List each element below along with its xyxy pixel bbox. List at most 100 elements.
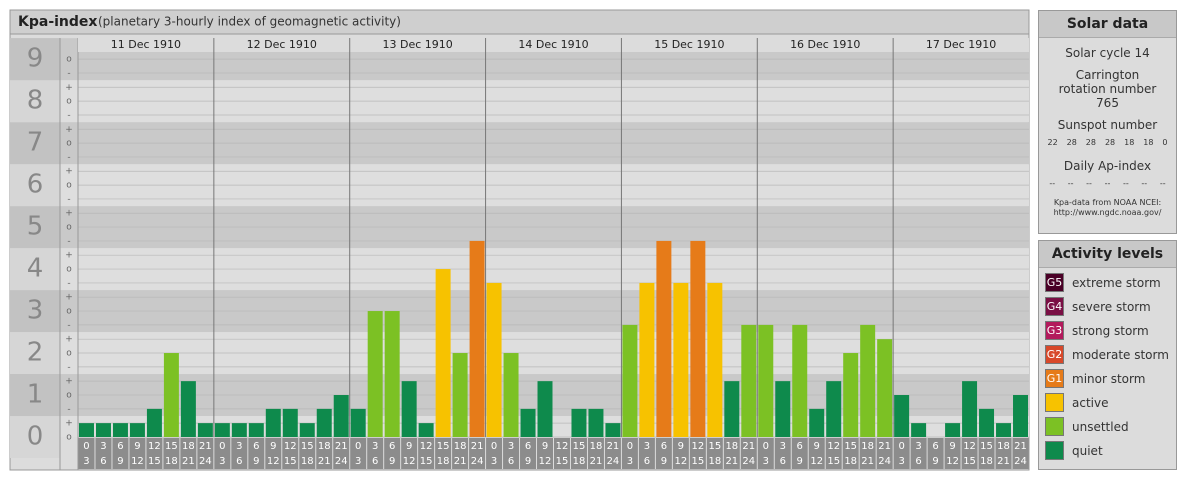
level-swatch (1045, 417, 1064, 436)
panel-title: Solar data (1039, 11, 1176, 38)
hour-cell (214, 438, 231, 469)
hour-end: 24 (335, 456, 348, 467)
hour-end: 18 (437, 456, 450, 467)
y-minor-label: o (66, 181, 72, 191)
hour-end: 9 (117, 456, 123, 467)
hour-end: 24 (471, 456, 484, 467)
chart-title: Kpa-index (18, 14, 97, 30)
y-minor-label: + (65, 125, 73, 135)
sunspot-title: Sunspot number (1057, 118, 1158, 132)
hour-end: 24 (199, 456, 212, 467)
source-text: Kpa-data from NOAA NCEI: (1053, 198, 1162, 207)
hour-end: 6 (100, 456, 106, 467)
bar (248, 423, 264, 437)
day-header (213, 38, 350, 52)
hour-start: 15 (980, 441, 993, 452)
hour-cell (265, 438, 282, 469)
hour-cell (774, 438, 791, 469)
hour-cell (384, 438, 401, 469)
y-minor-label: - (67, 236, 70, 246)
hour-end: 3 (627, 456, 633, 467)
bar (469, 240, 485, 437)
y-minor-label: - (67, 320, 70, 330)
hour-cell (520, 438, 537, 469)
hour-end: 15 (420, 456, 433, 467)
hour-start: 18 (725, 441, 738, 452)
y-tick-label: 5 (27, 212, 44, 242)
hour-start: 3 (508, 441, 514, 452)
digit-cell (10, 38, 60, 81)
hour-cell (740, 438, 757, 469)
level-name: minor storm (1072, 371, 1146, 386)
hour-end: 21 (182, 456, 195, 467)
hour-end: 6 (508, 456, 514, 467)
sunspot-value: 0 (1162, 138, 1168, 147)
hour-start: 6 (117, 441, 123, 452)
hour-cell (537, 438, 553, 469)
bar (435, 269, 451, 437)
level-swatch (1045, 393, 1064, 412)
hour-start: 18 (590, 441, 603, 452)
bar (962, 381, 978, 437)
digit-cell (10, 80, 60, 123)
hour-end: 21 (454, 456, 467, 467)
level-name: severe storm (1072, 299, 1151, 314)
hour-end: 12 (131, 456, 144, 467)
hour-start: 6 (525, 441, 531, 452)
hour-cell (163, 438, 180, 469)
hour-end: 12 (539, 456, 552, 467)
level-swatch: G3 (1045, 321, 1064, 340)
hour-start: 6 (661, 441, 667, 452)
hour-cell (791, 438, 808, 469)
bar (520, 408, 536, 437)
bar (588, 408, 604, 437)
hour-start: 6 (389, 441, 395, 452)
hour-end: 9 (253, 456, 259, 467)
ap-value: -- (1123, 179, 1129, 188)
hour-cell (333, 438, 350, 469)
y-minor-label: - (67, 152, 70, 162)
bar (384, 311, 400, 437)
hour-end: 24 (607, 456, 620, 467)
day-label: 15 Dec 1910 (654, 38, 724, 51)
y-tick-label: 4 (27, 254, 44, 284)
hour-end: 12 (403, 456, 416, 467)
bar (452, 353, 468, 437)
bar (486, 282, 502, 437)
hour-cell (978, 438, 995, 469)
hour-start: 21 (878, 441, 891, 452)
bar (792, 324, 808, 437)
band (10, 416, 1029, 437)
hour-start: 12 (148, 441, 161, 452)
hour-start: 6 (797, 441, 803, 452)
hour-end: 15 (148, 456, 161, 467)
bar (316, 408, 332, 437)
level-row: quiet (1045, 441, 1170, 460)
source: Kpa-data from NOAA NCEI: http://www.ngdc.… (1039, 198, 1176, 218)
hour-end: 3 (83, 456, 89, 467)
hour-start: 12 (284, 441, 297, 452)
bar (214, 423, 230, 437)
hour-cell (78, 438, 95, 469)
hour-cell (842, 438, 859, 469)
day-header (349, 38, 486, 52)
bar (146, 408, 162, 437)
y-minor-label: + (65, 377, 73, 387)
y-tick-label: 1 (27, 380, 44, 410)
hour-end: 6 (236, 456, 242, 467)
hour-end: 9 (797, 456, 803, 467)
sunspot-value: 18 (1124, 138, 1135, 147)
sunspot-value: 28 (1066, 138, 1077, 147)
hour-start: 0 (627, 441, 633, 452)
level-row: G4 severe storm (1045, 297, 1170, 316)
y-tick-label: 3 (27, 296, 44, 326)
hour-cell (995, 438, 1012, 469)
y-minor-label: o (66, 349, 72, 359)
hour-start: 21 (199, 441, 212, 452)
hour-start: 3 (100, 441, 106, 452)
level-row: G2 moderate storm (1045, 345, 1170, 364)
hour-end: 15 (556, 456, 569, 467)
bar (758, 324, 774, 437)
hour-cell (350, 438, 367, 469)
day-label: 16 Dec 1910 (790, 38, 860, 51)
